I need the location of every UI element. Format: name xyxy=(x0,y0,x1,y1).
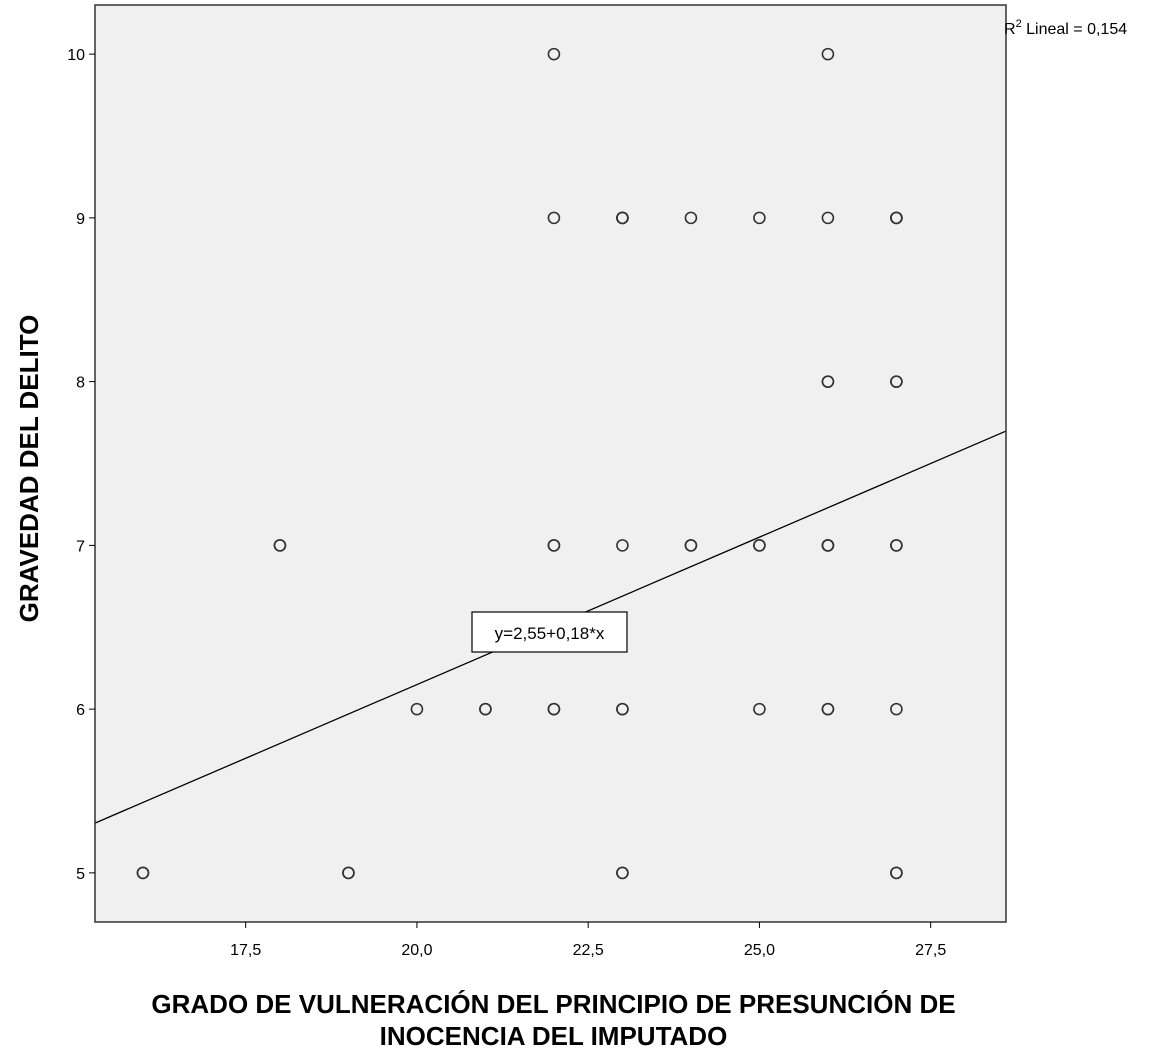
data-point xyxy=(684,211,698,225)
data-point xyxy=(821,47,835,61)
data-point xyxy=(410,702,424,716)
data-point xyxy=(753,702,766,716)
y-tick-label: 8 xyxy=(76,375,85,392)
x-tick-label: 22,5 xyxy=(573,942,604,959)
data-point xyxy=(890,866,903,880)
y-tick-label: 5 xyxy=(76,866,85,883)
data-point xyxy=(616,211,629,225)
y-tick-label: 10 xyxy=(67,47,85,64)
x-tick-label: 20,0 xyxy=(401,942,432,959)
data-point xyxy=(753,211,766,225)
data-point xyxy=(616,702,629,716)
y-tick-label: 9 xyxy=(76,211,85,228)
plot-frame xyxy=(94,4,1007,923)
y-axis-title: GRAVEDAD DEL DELITO xyxy=(14,315,44,623)
data-point xyxy=(547,47,561,61)
data-point xyxy=(547,211,561,225)
r2-superscript: 2 xyxy=(1016,18,1022,30)
r2-symbol: R xyxy=(1004,21,1016,38)
data-point xyxy=(136,866,150,880)
x-axis-title-line1: GRADO DE VULNERACIÓN DEL PRINCIPIO DE PR… xyxy=(151,989,955,1019)
data-point xyxy=(821,539,835,552)
x-tick-label: 27,5 xyxy=(915,942,946,959)
data-point xyxy=(547,539,561,552)
data-point xyxy=(821,375,835,388)
equation-box xyxy=(471,611,628,653)
x-tick-label: 17,5 xyxy=(230,942,261,959)
data-point xyxy=(616,866,629,880)
r2-annotation: R2 Lineal = 0,154 xyxy=(1004,18,1127,38)
data-point xyxy=(890,702,903,716)
data-point xyxy=(342,866,355,880)
plot-area xyxy=(95,5,1006,922)
y-tick-label: 6 xyxy=(76,702,85,719)
x-tick-label: 25,0 xyxy=(744,942,775,959)
data-point xyxy=(616,539,629,552)
data-point xyxy=(890,539,903,552)
data-point xyxy=(821,211,835,225)
data-point xyxy=(547,702,561,716)
data-point xyxy=(821,702,835,716)
data-point xyxy=(273,539,287,552)
x-axis-title-line2: INOCENCIA DEL IMPUTADO xyxy=(380,1021,728,1051)
data-point xyxy=(479,702,492,716)
y-tick-label: 7 xyxy=(76,538,85,555)
data-point xyxy=(684,539,698,552)
equation-label: y=2,55+0,18*x xyxy=(495,624,605,643)
r2-value: Lineal = 0,154 xyxy=(1022,21,1128,38)
data-point xyxy=(753,539,766,552)
data-point xyxy=(890,375,903,388)
data-point xyxy=(890,211,903,225)
